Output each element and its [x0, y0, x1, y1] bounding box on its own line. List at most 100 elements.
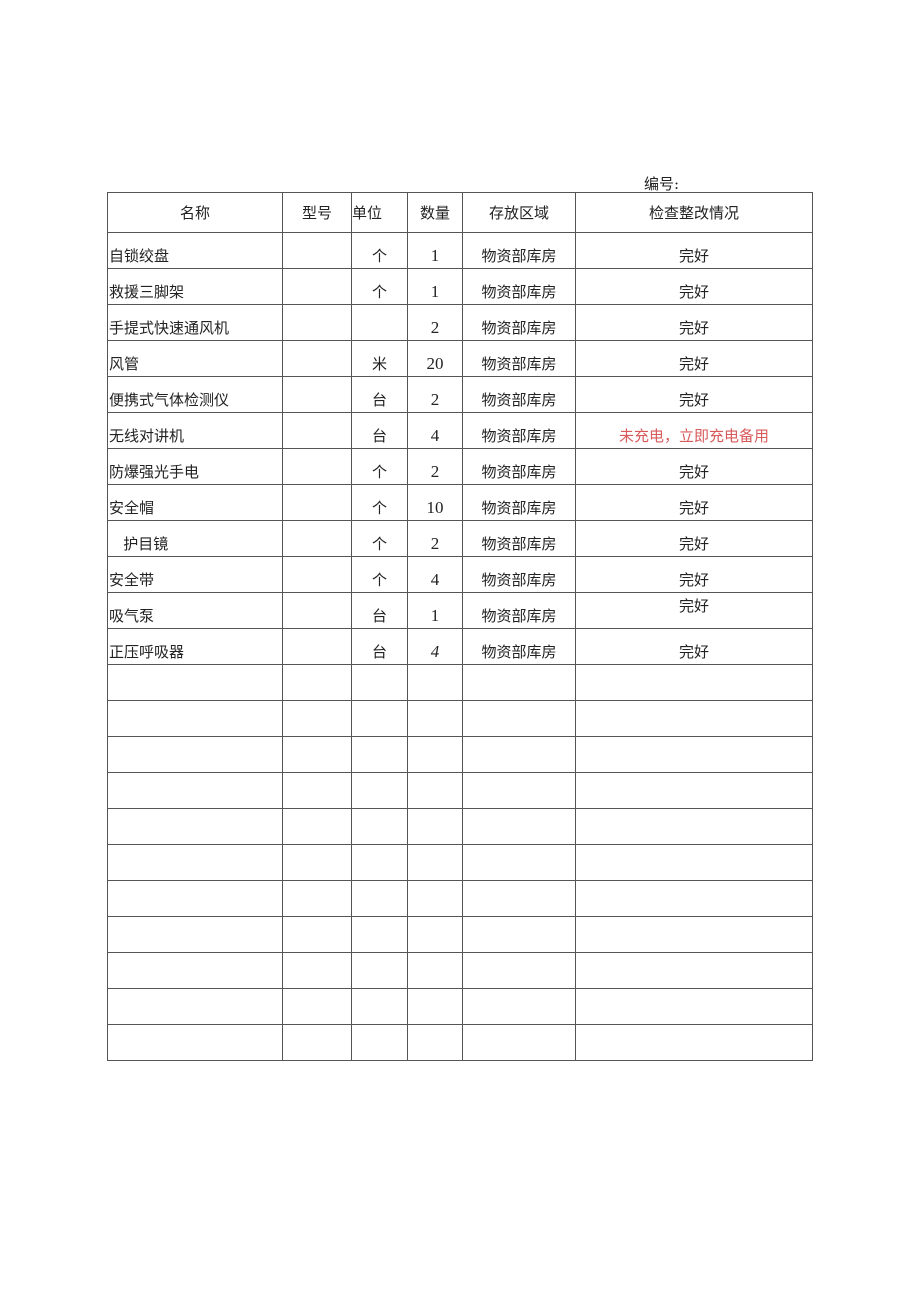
item-storage-area: 物资部库房 — [462, 340, 576, 377]
empty-table-row — [107, 952, 813, 989]
table-row: 救援三脚架 个 1 物资部库房 完好 — [107, 268, 813, 305]
item-inspection-status: 未充电，立即充电备用 — [575, 412, 813, 449]
table-header-row: 名称 型号 单位 数量 存放区域 检查整改情况 — [107, 192, 813, 233]
empty-cell — [407, 700, 463, 737]
empty-table-row — [107, 988, 813, 1025]
item-name: 防爆强光手电 — [107, 448, 283, 485]
header-quantity: 数量 — [407, 192, 463, 233]
item-name: 无线对讲机 — [107, 412, 283, 449]
empty-cell — [575, 988, 813, 1025]
item-storage-area: 物资部库房 — [462, 628, 576, 665]
empty-cell — [107, 664, 283, 701]
empty-cell — [462, 916, 576, 953]
empty-cell — [462, 772, 576, 809]
item-inspection-status: 完好 — [575, 376, 813, 413]
item-name: 风管 — [107, 340, 283, 377]
item-unit: 台 — [351, 628, 408, 665]
empty-cell — [351, 736, 408, 773]
empty-cell — [462, 736, 576, 773]
item-storage-area: 物资部库房 — [462, 232, 576, 269]
empty-cell — [462, 808, 576, 845]
item-model — [282, 232, 352, 269]
item-quantity: 1 — [407, 268, 463, 305]
empty-cell — [407, 664, 463, 701]
empty-cell — [351, 772, 408, 809]
empty-table-row — [107, 736, 813, 773]
item-storage-area: 物资部库房 — [462, 412, 576, 449]
empty-cell — [282, 664, 352, 701]
empty-table-row — [107, 700, 813, 737]
empty-table-row — [107, 808, 813, 845]
item-storage-area: 物资部库房 — [462, 592, 576, 629]
empty-cell — [575, 808, 813, 845]
empty-cell — [462, 664, 576, 701]
item-model — [282, 592, 352, 629]
empty-cell — [107, 700, 283, 737]
empty-cell — [107, 844, 283, 881]
item-unit: 个 — [351, 268, 408, 305]
item-unit: 个 — [351, 448, 408, 485]
empty-cell — [351, 952, 408, 989]
item-model — [282, 520, 352, 557]
empty-cell — [575, 700, 813, 737]
item-unit — [351, 304, 408, 341]
item-name: 自锁绞盘 — [107, 232, 283, 269]
empty-cell — [462, 844, 576, 881]
empty-cell — [107, 988, 283, 1025]
empty-cell — [351, 700, 408, 737]
item-inspection-status: 完好 — [575, 232, 813, 269]
item-quantity: 2 — [407, 304, 463, 341]
empty-cell — [575, 952, 813, 989]
item-model — [282, 484, 352, 521]
equipment-inspection-table: 名称 型号 单位 数量 存放区域 检查整改情况 自锁绞盘个 1 物资部库房 完好 救援三… — [107, 192, 813, 1061]
empty-cell — [575, 844, 813, 881]
empty-cell — [282, 736, 352, 773]
empty-cell — [407, 916, 463, 953]
item-unit: 台 — [351, 376, 408, 413]
item-unit: 个 — [351, 484, 408, 521]
item-name: 安全帽 — [107, 484, 283, 521]
empty-cell — [282, 1024, 352, 1061]
table-row: 风管 米 20 物资部库房 完好 — [107, 340, 813, 377]
item-storage-area: 物资部库房 — [462, 484, 576, 521]
item-model — [282, 556, 352, 593]
empty-cell — [351, 808, 408, 845]
empty-table-row — [107, 772, 813, 809]
item-inspection-status: 完好 — [575, 484, 813, 521]
item-storage-area: 物资部库房 — [462, 448, 576, 485]
table-row: 无线对讲机 台 4 物资部库房 未充电，立即充电备用 — [107, 412, 813, 449]
item-model — [282, 376, 352, 413]
table-row: 防爆强光手电 个 2 物资部库房 完好 — [107, 448, 813, 485]
item-model — [282, 304, 352, 341]
empty-table-row — [107, 1024, 813, 1061]
empty-cell — [462, 952, 576, 989]
item-unit: 台 — [351, 592, 408, 629]
empty-cell — [282, 880, 352, 917]
empty-cell — [282, 700, 352, 737]
header-inspection-status: 检查整改情况 — [575, 192, 813, 233]
item-storage-area: 物资部库房 — [462, 556, 576, 593]
table-row: 安全带 个 4 物资部库房 完好 — [107, 556, 813, 593]
empty-cell — [462, 988, 576, 1025]
item-unit: 个 — [351, 556, 408, 593]
item-inspection-status: 完好 — [575, 628, 813, 665]
empty-cell — [351, 880, 408, 917]
empty-cell — [107, 916, 283, 953]
empty-cell — [351, 916, 408, 953]
item-quantity: 4 — [407, 412, 463, 449]
item-inspection-status: 完好 — [575, 556, 813, 593]
item-quantity: 2 — [407, 520, 463, 557]
empty-cell — [282, 916, 352, 953]
header-unit: 单位 — [351, 192, 408, 233]
empty-table-row — [107, 844, 813, 881]
table-row: 便携式气体检测仪 台 2 物资部库房 完好 — [107, 376, 813, 413]
empty-cell — [407, 736, 463, 773]
empty-cell — [107, 736, 283, 773]
item-model — [282, 340, 352, 377]
empty-cell — [575, 1024, 813, 1061]
item-unit: 个 — [351, 520, 408, 557]
document-number-label: 编号: — [644, 175, 680, 193]
item-inspection-status: 完好 — [575, 448, 813, 485]
empty-cell — [462, 880, 576, 917]
empty-table-row — [107, 916, 813, 953]
